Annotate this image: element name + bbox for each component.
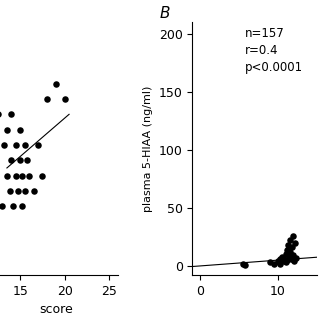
Point (291, 253, 296, 258)
Point (18, 127, 23, 132)
Point (278, 261, 283, 266)
Point (283, 260, 288, 265)
Point (16, 188, 21, 194)
Point (287, 250, 292, 255)
Point (25, 158, 30, 163)
Point (276, 260, 281, 265)
Point (9, 112, 14, 117)
Y-axis label: plasma 5-HIAA (ng/ml): plasma 5-HIAA (ng/ml) (143, 86, 153, 212)
Point (271, 261, 276, 266)
Point (4, 173, 10, 178)
Point (283, 252, 288, 257)
Point (20, 173, 25, 178)
Point (284, 247, 289, 252)
Point (0, 204, 5, 209)
Point (9, 158, 14, 163)
Text: B: B (160, 6, 171, 20)
Point (289, 245, 294, 250)
Point (292, 259, 297, 264)
X-axis label: score: score (39, 303, 73, 316)
Point (53, 81, 58, 86)
Point (288, 238, 293, 243)
Point (2, 142, 7, 148)
Point (62, 96, 67, 101)
Point (279, 254, 284, 259)
Point (22, 142, 27, 148)
Point (280, 258, 285, 263)
Point (285, 258, 290, 263)
Point (276, 259, 281, 264)
Point (293, 255, 298, 260)
Point (40, 173, 45, 178)
Point (7, 188, 12, 194)
Point (243, 262, 248, 267)
Point (4, 127, 10, 132)
Point (0, 112, 1, 117)
Point (282, 259, 287, 264)
Text: n=157
r=0.4
p<0.0001: n=157 r=0.4 p<0.0001 (245, 28, 303, 75)
Point (285, 243, 291, 248)
Point (240, 261, 245, 266)
Point (11, 204, 16, 209)
Point (31, 188, 36, 194)
Point (20, 204, 25, 209)
Point (18, 158, 23, 163)
Point (277, 256, 282, 261)
Point (13, 142, 18, 148)
Point (268, 259, 273, 264)
Point (292, 240, 298, 245)
Point (289, 256, 294, 261)
Point (36, 142, 41, 148)
Point (291, 233, 296, 238)
Point (22, 188, 27, 194)
Point (281, 255, 286, 260)
Point (286, 254, 292, 259)
Point (44, 96, 49, 101)
Point (13, 173, 18, 178)
Point (27, 173, 32, 178)
